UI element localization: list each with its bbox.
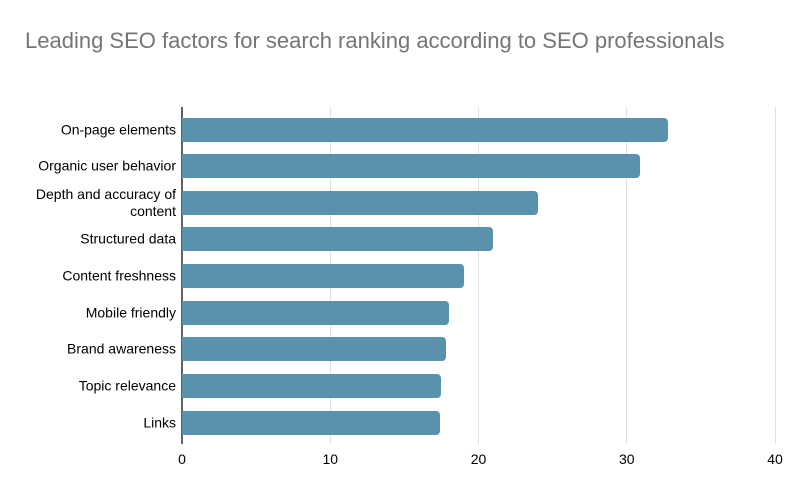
category-label: Content freshness <box>62 267 176 284</box>
category-label: Links <box>143 414 176 431</box>
category-label: Topic relevance <box>78 377 176 394</box>
category-label: Brand awareness <box>67 340 176 357</box>
x-axis-tick-label: 10 <box>322 451 339 467</box>
bar <box>182 154 641 179</box>
gridline <box>626 107 628 444</box>
bar <box>182 374 442 399</box>
category-label: On-page elements <box>60 121 176 137</box>
bar <box>182 410 440 435</box>
x-axis-tick-label: 30 <box>618 451 635 467</box>
category-label: Organic user behavior <box>38 157 176 174</box>
x-axis-tick-labels: 0 10 20 30 40 <box>178 451 783 471</box>
plot-area <box>181 107 776 444</box>
category-axis-labels: On-page elements Organic user behavior Dep… <box>23 107 176 444</box>
bar <box>182 117 669 142</box>
gridline <box>478 107 479 444</box>
category-label: Structured data <box>80 230 176 247</box>
category-label: Depth and accuracy of content <box>35 185 176 219</box>
bar <box>182 300 449 325</box>
bar <box>182 264 464 289</box>
bar <box>182 227 494 252</box>
category-label: Mobile friendly <box>85 304 176 321</box>
bar <box>182 190 538 215</box>
x-axis-tick-label: 40 <box>767 451 783 467</box>
x-axis-tick-label: 0 <box>178 451 186 467</box>
x-axis-tick-label: 20 <box>470 451 487 467</box>
gridline <box>774 107 776 444</box>
bar <box>182 337 446 362</box>
chart-title: Leading SEO factors for search ranking a… <box>25 28 725 53</box>
